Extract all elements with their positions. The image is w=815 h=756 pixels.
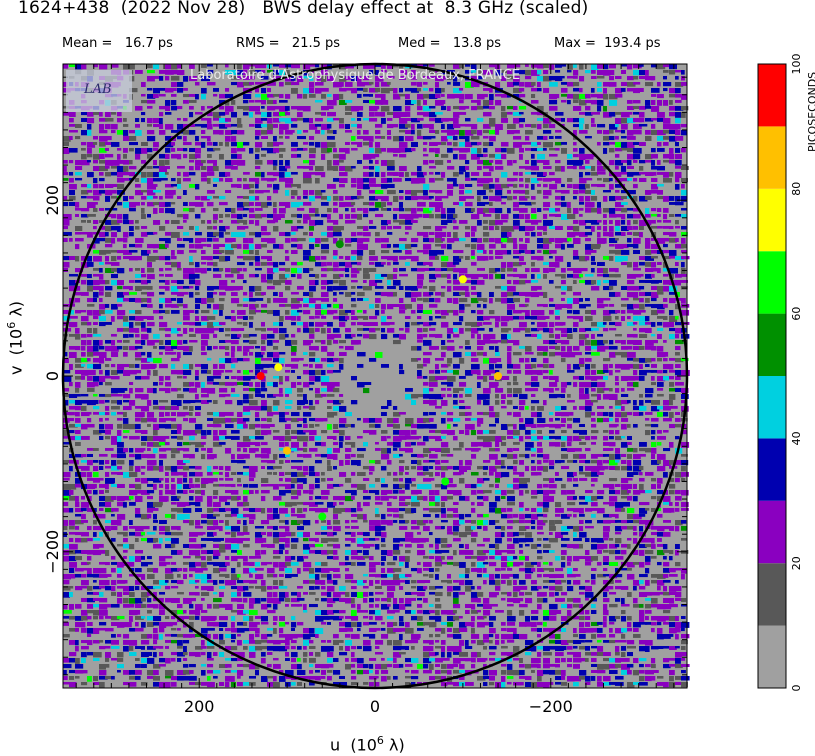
colorbar-label: PICOSECONDS bbox=[806, 71, 815, 152]
colorbar-band-1 bbox=[758, 563, 786, 626]
colorbar-band-9 bbox=[758, 64, 786, 127]
hotspot-1 bbox=[283, 446, 292, 455]
x-tick-label-0: 200 bbox=[184, 697, 215, 716]
colorbar-band-8 bbox=[758, 126, 786, 189]
x-axis-label: u (106 λ) bbox=[330, 734, 405, 755]
colorbar-band-2 bbox=[758, 500, 786, 564]
lab-logo bbox=[66, 70, 132, 112]
x-tick-label-1: 0 bbox=[370, 697, 380, 716]
stat-median: Med = 13.8 ps bbox=[398, 36, 501, 51]
stats-row: Mean = 16.7 ps RMS = 21.5 ps Med = 13.8 … bbox=[0, 36, 815, 56]
colorbar-band-4 bbox=[758, 376, 786, 439]
hotspot-7 bbox=[335, 240, 344, 249]
credit-text: Laboratoire d'Astrophysique de Bordeaux,… bbox=[190, 68, 521, 83]
colorbar-tick-label-3: 60 bbox=[790, 307, 803, 321]
hotspot-3 bbox=[274, 363, 283, 372]
colorbar-band-3 bbox=[758, 438, 786, 501]
lab-logo-text: LAB bbox=[84, 82, 112, 97]
colorbar-band-0 bbox=[758, 625, 786, 688]
colorbar-tick-label-2: 40 bbox=[790, 431, 803, 445]
y-tick-label-0: 200 bbox=[43, 185, 62, 216]
colorbar-frame bbox=[757, 63, 787, 689]
hotspot-6 bbox=[441, 477, 450, 486]
colorbar-tick-label-1: 20 bbox=[790, 556, 803, 570]
stat-max: Max = 193.4 ps bbox=[554, 36, 661, 51]
colorbar-tick-label-0: 0 bbox=[790, 685, 803, 692]
hotspot-0 bbox=[256, 372, 265, 380]
colorbar-band-5 bbox=[758, 313, 786, 376]
colorbar-tick-label-5: 100 bbox=[790, 54, 803, 75]
x-tick-label-2: −200 bbox=[529, 697, 573, 716]
colorbar-tick-label-4: 80 bbox=[790, 182, 803, 196]
y-tick-label-1: 0 bbox=[43, 371, 62, 381]
y-tick-label-2: −200 bbox=[43, 530, 62, 574]
hotspot-2 bbox=[494, 372, 502, 380]
colorbar-band-6 bbox=[758, 251, 786, 314]
chart-title: 1624+438 (2022 Nov 28) BWS delay effect … bbox=[18, 0, 589, 18]
stat-rms: RMS = 21.5 ps bbox=[236, 36, 341, 51]
hotspot-5 bbox=[318, 512, 327, 521]
y-axis-label: v (106 λ) bbox=[5, 300, 26, 375]
hotspot-4 bbox=[458, 275, 467, 284]
stat-mean: Mean = 16.7 ps bbox=[62, 36, 173, 51]
colorbar-band-7 bbox=[758, 188, 786, 252]
